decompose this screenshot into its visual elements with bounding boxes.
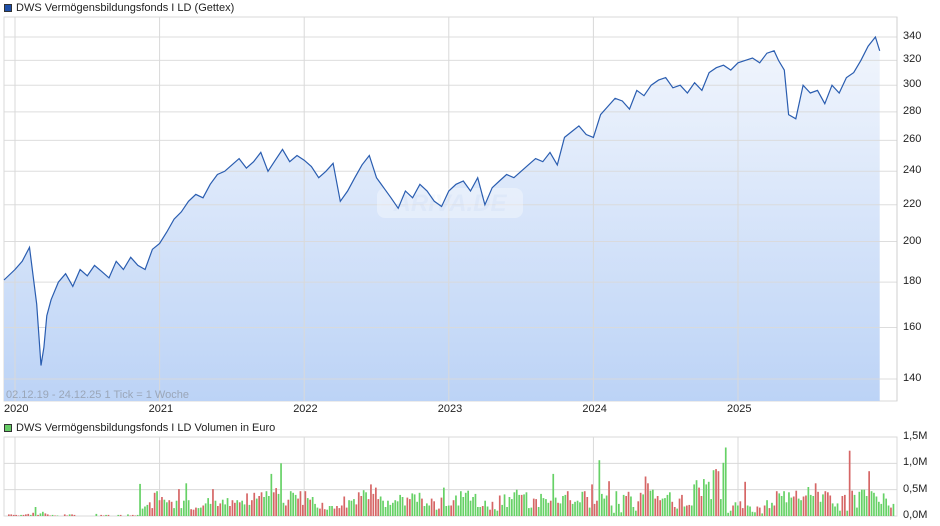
x-tick-label: 2021: [148, 403, 174, 415]
volume-tick-label: 0,5M: [903, 482, 928, 495]
x-tick-label: 2020: [4, 403, 29, 415]
price-legend-swatch: [4, 4, 12, 12]
x-tick-label: 2022: [293, 403, 318, 415]
volume-legend-swatch: [4, 424, 12, 432]
y-tick-label: 180: [903, 275, 922, 288]
x-tick-label: 2023: [437, 403, 463, 415]
x-tick-label: 2025: [727, 403, 752, 415]
y-tick-label: 200: [903, 234, 922, 247]
y-tick-label: 340: [903, 30, 922, 42]
x-tick-label: 2024: [582, 403, 607, 415]
volume-legend: DWS Vermögensbildungsfonds I LD Volumen …: [4, 422, 275, 434]
volume-tick-label: 1,0M: [903, 456, 928, 469]
svg-text:ARIVA.DE: ARIVA.DE: [393, 190, 508, 217]
price-legend: DWS Vermögensbildungsfonds I LD (Gettex): [4, 2, 234, 14]
y-tick-label: 320: [903, 53, 922, 66]
y-tick-label: 140: [903, 372, 922, 384]
y-tick-label: 240: [903, 164, 922, 177]
volume-legend-label: DWS Vermögensbildungsfonds I LD Volumen …: [16, 422, 276, 434]
range-info: 02.12.19 - 24.12.25 1 Tick = 1 Woche: [6, 389, 189, 401]
price-legend-label: DWS Vermögensbildungsfonds I LD (Gettex): [16, 2, 235, 14]
y-tick-label: 300: [903, 78, 922, 91]
y-tick-label: 260: [903, 133, 922, 146]
y-tick-label: 280: [903, 104, 922, 117]
y-tick-label: 160: [903, 320, 922, 333]
volume-tick-label: 0,0M: [903, 509, 928, 521]
volume-tick-label: 1,5M: [903, 430, 928, 442]
y-tick-label: 220: [903, 197, 922, 210]
